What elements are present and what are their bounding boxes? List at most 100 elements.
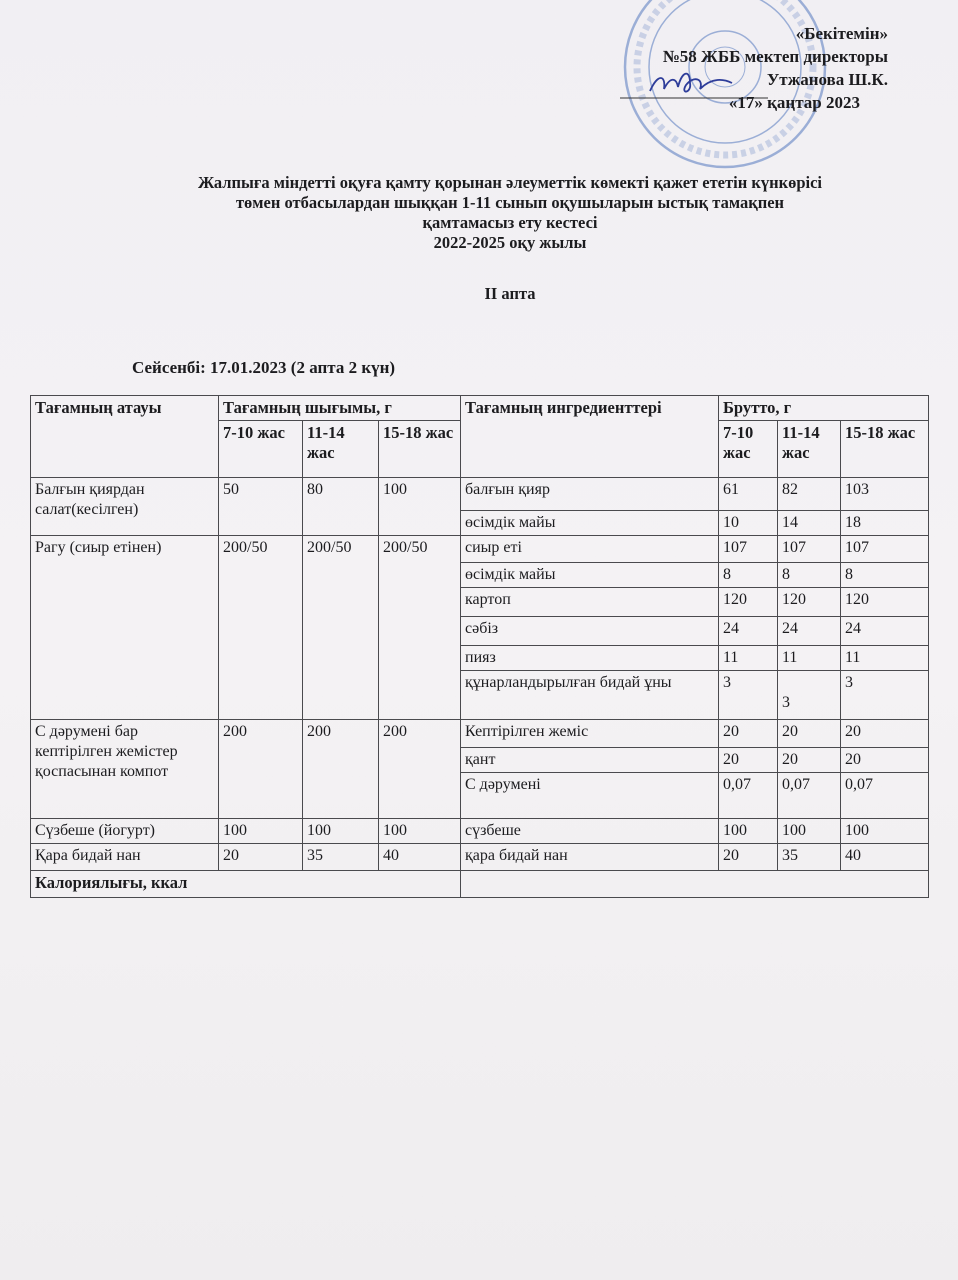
ingredient-brutto: 0,07 [718, 772, 778, 819]
ingredient-brutto: 20 [718, 719, 778, 748]
table-row: Сүзбеше (йогурт) 100 100 100 сүзбеше 100 100 10… [30, 818, 929, 844]
dish-yield: 80 [302, 477, 379, 536]
title-line: төмен отбасылардан шыққан 1-11 сынып оқу… [235, 193, 785, 212]
ingredient-name: өсімдік майы [460, 562, 719, 588]
header-yield-age: 15-18 жас [378, 420, 461, 478]
dish-yield: 35 [302, 843, 379, 871]
dish-yield: 50 [218, 477, 303, 536]
table-row: С дәрумені бар кептірілген жемістер қосп… [30, 719, 929, 819]
ingredient-brutto: 24 [840, 616, 929, 646]
ingredient-name: картоп [460, 587, 719, 617]
calories-row: Калориялығы, ккал [30, 870, 929, 898]
ingredient-brutto: 20 [777, 747, 841, 773]
table-row: өсімдік майы 10 14 18 [31, 510, 929, 536]
dish-name: Балғын қиярдан салат(кесілген) [30, 477, 219, 536]
ingredient-brutto: 20 [840, 747, 929, 773]
table-row: Қара бидай нан 20 35 40 қара бидай нан 20 35 40 [30, 843, 929, 871]
table-row: С дәрумені 0,07 0,07 0,07 [31, 772, 929, 819]
ingredient-brutto: 14 [777, 510, 841, 536]
ingredient-brutto: 107 [840, 535, 929, 563]
header-brutto: Брутто, г [718, 395, 929, 421]
day-label: Сейсенбі: 17.01.2023 (2 апта 2 күн) [132, 358, 396, 377]
approval-position: №58 ЖББ мектеп директоры [662, 47, 888, 66]
header-row: Тағамның атауы Тағамның шығымы, г Тағамның… [30, 395, 929, 478]
ingredient-brutto: 3 [840, 670, 929, 720]
header-yield-age: 11-14 жас [302, 420, 379, 478]
ingredient-brutto: 0,07 [840, 772, 929, 819]
table-row: өсімдік майы 8 8 8 [31, 562, 929, 588]
ingredient-brutto: 10 [718, 510, 778, 536]
ingredient-brutto: 100 [777, 818, 841, 844]
dish-name: Қара бидай нан [30, 843, 219, 871]
ingredient-brutto: 100 [718, 818, 778, 844]
header-brutto-age: 15-18 жас [840, 420, 929, 478]
dish-yield: 200 [302, 719, 379, 819]
ingredient-brutto: 61 [718, 477, 778, 511]
ingredient-name: С дәрумені [460, 772, 719, 819]
ingredient-brutto: 11 [777, 645, 841, 671]
ingredient-brutto: 24 [718, 616, 778, 646]
header-yield-age: 7-10 жас [218, 420, 303, 478]
ingredient-brutto: 82 [777, 477, 841, 511]
ingredient-name: құнарландырылған бидай ұны [460, 670, 719, 720]
dish-yield: 100 [378, 477, 461, 536]
dish-yield: 200 [378, 719, 461, 819]
ingredient-name: қара бидай нан [460, 843, 719, 871]
ingredient-brutto: 120 [718, 587, 778, 617]
ingredient-name: сүзбеше [460, 818, 719, 844]
ingredient-brutto: 24 [777, 616, 841, 646]
header-dish-name: Тағамның атауы [30, 395, 219, 478]
ingredient-brutto: 20 [718, 843, 778, 871]
ingredient-brutto: 8 [840, 562, 929, 588]
ingredient-brutto: 35 [777, 843, 841, 871]
ingredient-brutto: 18 [840, 510, 929, 536]
dish-yield: 200/50 [218, 535, 303, 720]
table-row: Рагу (сиыр етінен) 200/50 200/50 200/50 сиыр… [30, 535, 929, 720]
ingredient-brutto: 120 [840, 587, 929, 617]
ingredient-brutto: 103 [840, 477, 929, 511]
table-row: картоп 120 120 120 [31, 587, 929, 617]
dish-yield: 100 [302, 818, 379, 844]
ingredient-brutto: 120 [777, 587, 841, 617]
header-brutto-age: 7-10 жас [718, 420, 778, 478]
dish-yield: 40 [378, 843, 461, 871]
ingredient-name: сиыр еті [460, 535, 719, 563]
ingredient-brutto: 20 [777, 719, 841, 748]
ingredient-brutto: 11 [718, 645, 778, 671]
ingredient-brutto: 11 [840, 645, 929, 671]
header-brutto-age: 11-14 жас [777, 420, 841, 478]
header-yield: Тағамның шығымы, г [218, 395, 461, 421]
approval-date: «17» қаңтар 2023 [728, 93, 860, 112]
ingredient-brutto: 107 [718, 535, 778, 563]
calories-value [460, 870, 929, 898]
approval-title: «Бекітемін» [795, 24, 888, 43]
header-ingredients: Тағамның ингредиенттері [460, 395, 719, 478]
menu-table: Тағамның атауы Тағамның шығымы, г Тағамның… [30, 395, 929, 898]
table-row: Балғын қиярдан салат(кесілген) 50 80 100 бал… [30, 477, 929, 536]
calories-label: Калориялығы, ккал [30, 870, 461, 898]
week-label: II апта [484, 284, 536, 303]
document-title: Жалпыға міндетті оқуға қамту қорынан әле… [0, 173, 958, 253]
ingredient-brutto: 8 [777, 562, 841, 588]
ingredient-name: қант [460, 747, 719, 773]
signature [620, 72, 768, 99]
dish-name: Сүзбеше (йогурт) [30, 818, 219, 844]
ingredient-brutto: 40 [840, 843, 929, 871]
table-row: құнарландырылған бидай ұны 3 3 3 [31, 670, 929, 720]
dish-yield: 200/50 [378, 535, 461, 720]
table-row: пияз 11 11 11 [31, 645, 929, 671]
ingredient-brutto: 0,07 [777, 772, 841, 819]
approval-director: Утжанова Ш.К. [766, 70, 888, 89]
ingredient-name: өсімдік майы [460, 510, 719, 536]
ingredient-brutto: 8 [718, 562, 778, 588]
table-row: қант 20 20 20 [31, 747, 929, 773]
dish-yield: 20 [218, 843, 303, 871]
ingredient-brutto: 100 [840, 818, 929, 844]
ingredient-brutto: 107 [777, 535, 841, 563]
school-stamp [623, 0, 827, 169]
dish-name: Рагу (сиыр етінен) [30, 535, 219, 720]
dish-yield: 100 [218, 818, 303, 844]
title-line: қамтамасыз ету кестесі [422, 213, 598, 232]
ingredient-name: балғын қияр [460, 477, 719, 511]
title-line: Жалпыға міндетті оқуға қамту қорынан әле… [197, 173, 823, 192]
